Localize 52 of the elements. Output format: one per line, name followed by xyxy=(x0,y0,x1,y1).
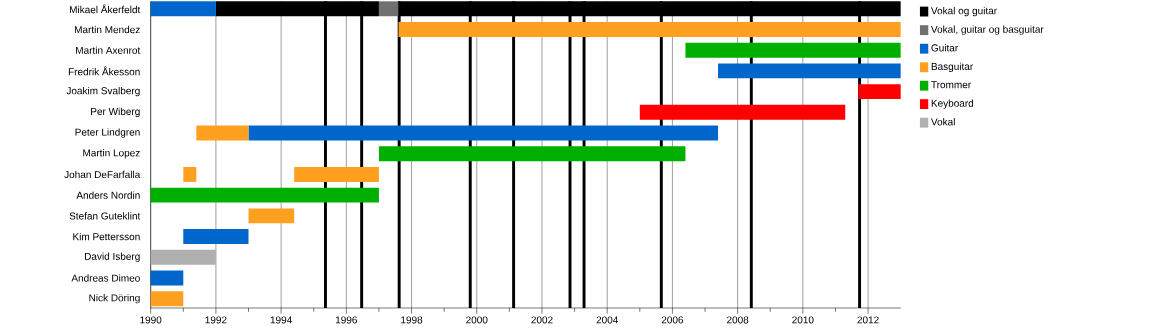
x-tick-label: 2002 xyxy=(531,316,553,324)
legend-label: Trommer xyxy=(931,81,971,89)
bar xyxy=(378,146,686,162)
y-tick-label: Johan DeFarfalla xyxy=(64,170,141,179)
y-tick-label: Mikael Åkerfeldt xyxy=(69,4,141,14)
legend-label: Keyboard xyxy=(931,99,974,109)
y-tick-label: Joakim Svalberg xyxy=(66,86,140,97)
bar xyxy=(639,104,846,120)
x-tick-label: 2004 xyxy=(596,316,619,324)
legend-label: Vokal og guitar xyxy=(930,6,997,17)
x-tick-label: 1992 xyxy=(205,316,227,324)
y-tick-label: Anders Nordin xyxy=(76,191,140,199)
y-tick-label: Per Wiberg xyxy=(91,107,140,117)
legend-label: Vokal, guitar og basguitar xyxy=(930,25,1044,35)
x-tick-label: 1998 xyxy=(401,316,423,324)
x-tick-label: 1994 xyxy=(270,316,292,324)
bar xyxy=(150,291,184,307)
bar xyxy=(150,1,216,17)
x-tick-label: 2006 xyxy=(661,316,684,324)
bar xyxy=(398,22,901,37)
x-tick-label: 1990 xyxy=(140,316,162,324)
bar xyxy=(183,229,249,245)
legend-label: Basguitar xyxy=(931,62,974,72)
bar xyxy=(150,249,216,265)
y-tick-label: Peter Lindgren xyxy=(75,128,140,138)
bar xyxy=(248,208,295,224)
bar xyxy=(858,84,901,100)
y-tick-label: Martin Mendez xyxy=(74,25,140,34)
bar xyxy=(294,166,379,182)
legend-label: Guitar xyxy=(931,44,958,52)
y-tick-label: Martin Axenrot xyxy=(76,46,141,54)
bar xyxy=(378,1,399,17)
y-tick-label: Andreas Dimeo xyxy=(71,274,140,282)
x-tick-label: 2000 xyxy=(466,316,488,324)
bar xyxy=(718,63,901,79)
legend-label: Vokal xyxy=(930,118,955,126)
bar xyxy=(150,270,184,286)
bar xyxy=(183,166,197,182)
bar xyxy=(196,125,249,141)
y-tick-label: Stefan Guteklint xyxy=(69,212,141,220)
y-tick-label: Kim Pettersson xyxy=(73,232,140,241)
y-tick-label: Nick Döring xyxy=(89,294,140,304)
y-tick-label: Martin Lopez xyxy=(83,149,140,159)
bar xyxy=(685,42,901,58)
x-tick-label: 2010 xyxy=(792,316,814,324)
y-tick-label: David Isberg xyxy=(84,252,140,262)
bar xyxy=(248,125,719,141)
x-tick-label: 2008 xyxy=(727,316,749,324)
bar xyxy=(150,187,379,203)
x-tick-label: 1996 xyxy=(335,316,358,324)
y-tick-label: Fredrik Åkesson xyxy=(68,66,140,76)
x-tick-label: 2012 xyxy=(857,316,879,324)
